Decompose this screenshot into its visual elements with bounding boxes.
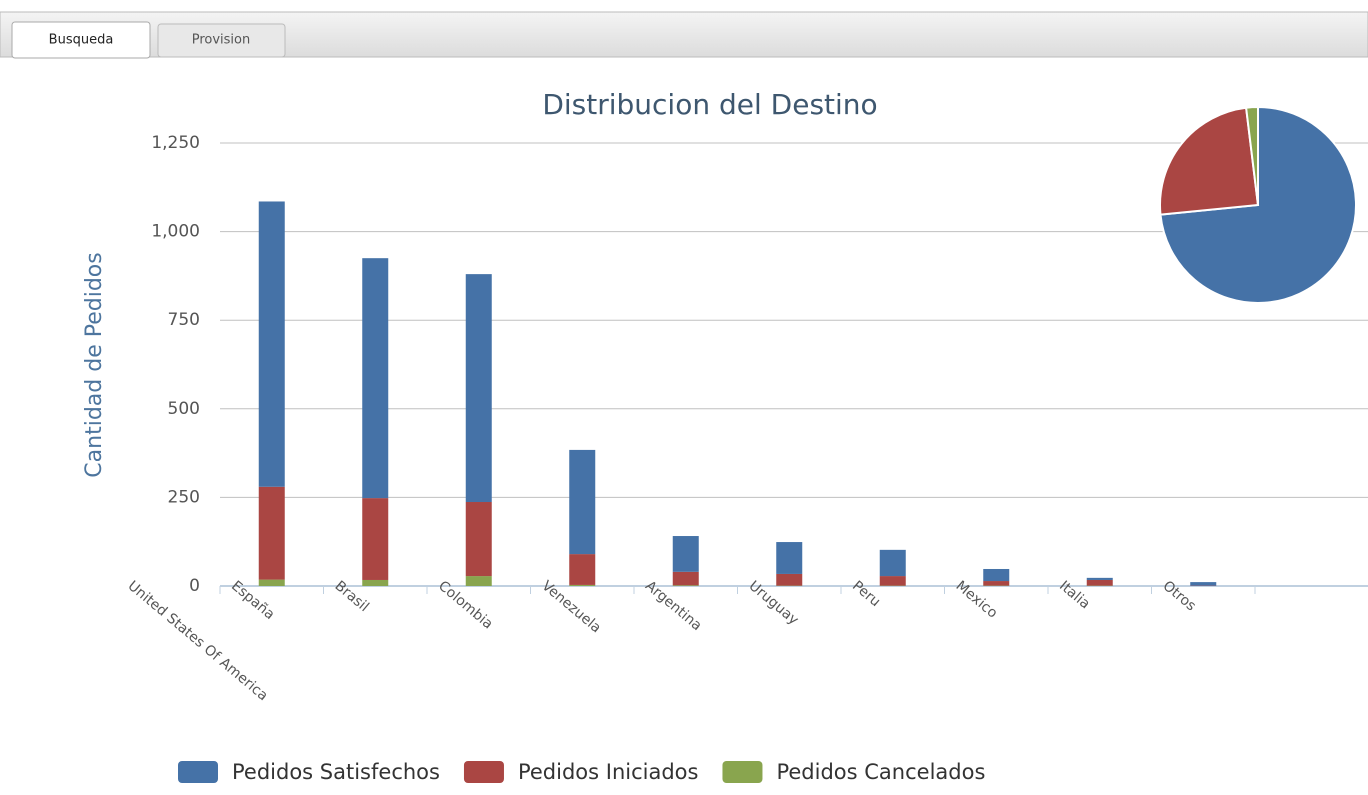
bar-segment — [258, 486, 285, 580]
y-tick-label: 0 — [189, 576, 200, 596]
y-tick-label: 250 — [168, 487, 200, 507]
bar-segment — [879, 576, 906, 586]
tab-label[interactable]: Busqueda — [49, 33, 114, 48]
bar-segment — [465, 576, 492, 586]
bar-segment — [983, 568, 1010, 582]
bar-segment — [258, 201, 285, 487]
bar-segment — [362, 498, 389, 580]
tab-label[interactable]: Provision — [192, 33, 251, 48]
x-tick-label: Peru — [849, 578, 883, 610]
tab-active[interactable] — [11, 21, 151, 59]
y-tick-label: 1,250 — [151, 133, 200, 153]
y-tick-label: 750 — [168, 310, 200, 330]
bar-segment — [258, 579, 285, 586]
legend-swatch — [722, 761, 763, 783]
bar-segment — [879, 549, 906, 577]
y-tick-label: 500 — [168, 399, 200, 419]
bar-segment — [776, 573, 803, 586]
bar-segment — [465, 274, 492, 503]
bar-segment — [1086, 577, 1113, 580]
legend-swatch — [178, 761, 218, 783]
legend-swatch — [463, 761, 504, 783]
bar-segment — [983, 581, 1010, 586]
bar-segment — [1086, 579, 1113, 586]
bar-segment — [362, 258, 389, 499]
bar-segment — [672, 571, 699, 586]
bar-segment — [569, 584, 596, 586]
bar-segment — [672, 536, 699, 572]
tab[interactable] — [157, 23, 286, 58]
chart-title: Distribucion del Destino — [542, 88, 877, 121]
legend-label: Pedidos Iniciados — [518, 760, 699, 784]
y-tick-label: 1,000 — [151, 222, 200, 242]
bar-segment — [569, 554, 596, 585]
legend-label: Pedidos Satisfechos — [232, 760, 440, 784]
y-axis-title: Cantidad de Pedidos — [82, 252, 107, 477]
bar-segment — [465, 502, 492, 577]
pie-slice — [1245, 105, 1259, 206]
bar-segment — [672, 585, 699, 586]
bar-segment — [362, 579, 389, 586]
bar-segment — [776, 542, 803, 574]
legend-label: Pedidos Cancelados — [776, 760, 985, 784]
bar-segment — [1190, 582, 1217, 586]
bar-segment — [569, 449, 596, 555]
pie-slice — [1159, 106, 1260, 216]
